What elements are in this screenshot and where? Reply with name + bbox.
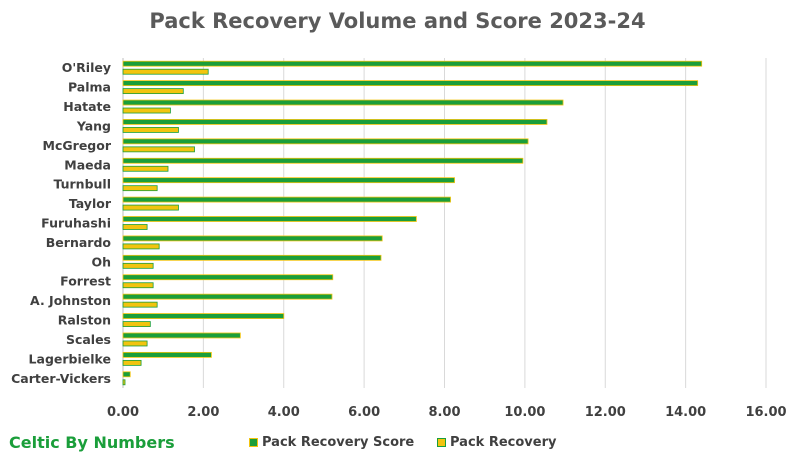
- bar-pack-recovery: [122, 165, 169, 172]
- legend-label-recovery: Pack Recovery: [450, 435, 557, 450]
- bar-pack-recovery: [122, 107, 171, 114]
- category-label: Lagerbielke: [29, 351, 111, 366]
- bar-pack-recovery-score: [122, 274, 334, 281]
- bar-pack-recovery: [122, 224, 148, 230]
- bar-pack-recovery-score: [122, 60, 703, 67]
- bar-pack-recovery: [122, 127, 179, 133]
- bar-pack-recovery: [122, 68, 209, 75]
- bar-pack-recovery-score: [122, 138, 529, 145]
- brand-watermark: Celtic By Numbers: [9, 433, 175, 452]
- category-label: Hatate: [63, 99, 111, 114]
- x-tick-label: 12.00: [585, 405, 626, 420]
- category-label: Oh: [91, 254, 111, 269]
- bar-pack-recovery: [122, 262, 154, 269]
- bar-pack-recovery-score: [122, 119, 548, 125]
- category-label: Yang: [76, 118, 111, 133]
- category-label: Palma: [68, 80, 111, 95]
- category-label: Forrest: [60, 274, 111, 289]
- x-axis-ticks: 0.00 2.00 4.00 6.00 8.00 10.00 12.00 14.00 16.00: [107, 405, 787, 420]
- bar-pack-recovery-score: [122, 216, 417, 222]
- legend-label-score: Pack Recovery Score: [262, 435, 415, 450]
- bar-pack-recovery-score: [122, 177, 455, 184]
- bar-pack-recovery: [122, 88, 184, 95]
- bar-pack-recovery: [122, 340, 148, 347]
- category-label: A. Johnston: [30, 293, 111, 308]
- category-label: Taylor: [69, 196, 112, 211]
- bar-pack-recovery-score: [122, 332, 241, 339]
- bar-pack-recovery: [122, 243, 160, 250]
- x-tick-label: 4.00: [268, 405, 300, 420]
- legend-item-recovery: Pack Recovery: [437, 435, 556, 450]
- x-tick-label: 14.00: [665, 405, 706, 420]
- x-tick-label: 8.00: [428, 405, 460, 420]
- bar-pack-recovery: [122, 321, 151, 327]
- category-label: Furuhashi: [41, 216, 111, 231]
- bar-pack-recovery: [122, 301, 158, 308]
- x-tick-label: 10.00: [504, 405, 545, 420]
- chart-title: Pack Recovery Volume and Score 2023-24: [149, 9, 646, 33]
- bar-pack-recovery-score: [122, 293, 333, 300]
- bar-pack-recovery-score: [122, 351, 212, 358]
- category-label: McGregor: [43, 138, 112, 153]
- x-tick-label: 2.00: [187, 405, 219, 420]
- bar-pack-recovery: [122, 359, 142, 366]
- category-label: Scales: [66, 332, 111, 347]
- x-tick-label: 0.00: [107, 405, 139, 420]
- legend-item-score: Pack Recovery Score: [249, 435, 414, 450]
- bar-pack-recovery: [122, 282, 154, 289]
- bar-pack-recovery: [122, 379, 126, 386]
- bar-pack-recovery: [122, 146, 195, 153]
- bar-pack-recovery-score: [122, 99, 564, 106]
- bar-pack-recovery: [122, 185, 158, 192]
- bar-pack-recovery-score: [122, 196, 451, 203]
- bar-pack-recovery: [122, 204, 179, 211]
- category-labels: O'Riley Palma Hatate Yang McGregor Maeda Turnb…: [11, 60, 112, 386]
- legend-swatch-recovery: [437, 438, 446, 447]
- gridlines: [122, 58, 767, 388]
- category-label: Turnbull: [53, 177, 111, 192]
- x-tick-label: 6.00: [348, 405, 380, 420]
- legend-swatch-score: [249, 438, 258, 447]
- category-label: Maeda: [64, 157, 111, 172]
- category-label: Carter-Vickers: [11, 371, 111, 386]
- category-label: Ralston: [58, 313, 111, 328]
- category-label: Bernardo: [46, 235, 112, 250]
- bar-pack-recovery-score: [122, 371, 131, 378]
- category-label: O'Riley: [62, 60, 111, 75]
- bar-pack-recovery-score: [122, 254, 382, 261]
- bar-pack-recovery-score: [122, 313, 285, 319]
- bar-pack-recovery-score: [122, 80, 699, 87]
- bar-pack-recovery-score: [122, 157, 524, 164]
- x-tick-label: 16.00: [745, 405, 786, 420]
- bar-pack-recovery-score: [122, 235, 383, 242]
- bars: [122, 60, 703, 386]
